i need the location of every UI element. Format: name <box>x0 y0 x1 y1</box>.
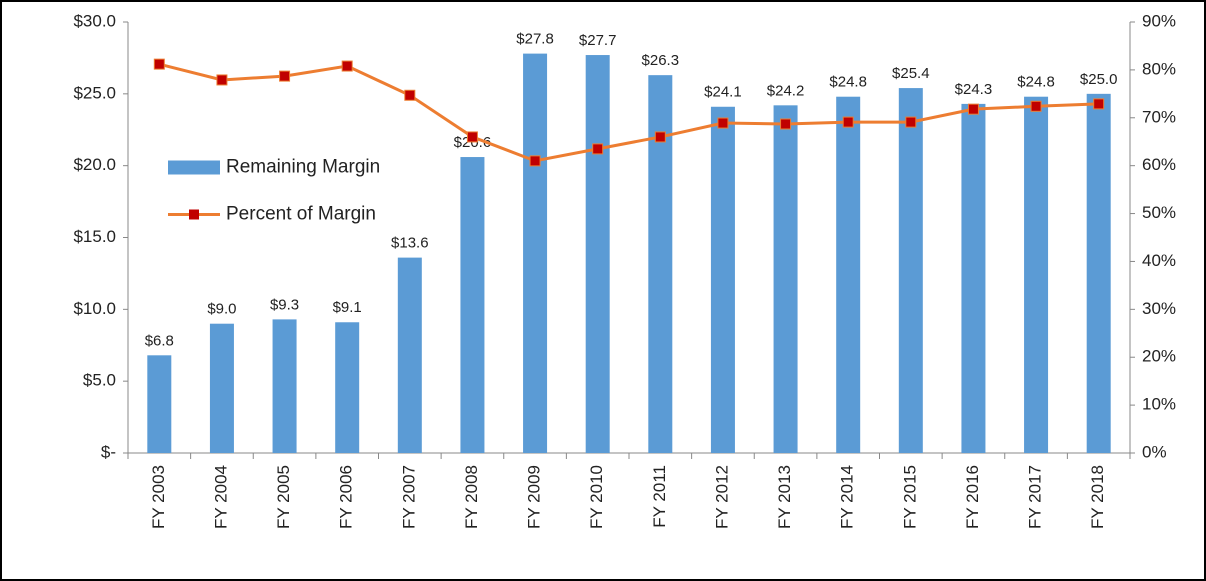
value-label: $9.1 <box>333 299 362 316</box>
x-tick-label: FY 2018 <box>1088 465 1107 529</box>
bar <box>460 157 485 453</box>
x-tick-label: FY 2005 <box>274 465 293 529</box>
value-label: $24.3 <box>955 81 993 98</box>
value-label: $9.3 <box>270 296 299 313</box>
y2-tick-label: 0% <box>1142 442 1167 461</box>
y-tick-label: $10.0 <box>73 299 116 318</box>
marker <box>466 131 478 143</box>
bar <box>773 105 798 454</box>
value-label: $27.8 <box>516 31 554 48</box>
legend-label: Remaining Margin <box>226 157 380 178</box>
bar <box>397 257 422 453</box>
x-tick-label: FY 2012 <box>712 465 731 529</box>
y-tick-label: $25.0 <box>73 83 116 102</box>
y2-tick-label: 60% <box>1142 155 1176 174</box>
marker <box>279 70 291 82</box>
bar <box>585 55 610 453</box>
marker <box>1093 98 1105 110</box>
y-tick-label: $20.0 <box>73 155 116 174</box>
x-tick-label: FY 2017 <box>1026 465 1045 529</box>
bar <box>523 53 548 454</box>
x-tick-label: FY 2016 <box>963 465 982 529</box>
marker <box>780 118 792 130</box>
line <box>158 62 1099 163</box>
value-label: $25.0 <box>1080 71 1118 88</box>
y2-tick-label: 30% <box>1142 299 1176 318</box>
x-tick-label: FY 2015 <box>900 465 919 529</box>
x-tick-label: FY 2003 <box>149 465 168 529</box>
value-label: $13.6 <box>391 235 429 252</box>
value-label: $6.8 <box>145 332 174 349</box>
y2-tick-label: 90% <box>1142 11 1176 30</box>
y-tick-label: $5.0 <box>83 371 116 390</box>
marker <box>654 131 666 143</box>
marker <box>592 143 604 155</box>
x-tick-label: FY 2007 <box>399 465 418 529</box>
bar <box>272 319 297 453</box>
x-tick-label: FY 2013 <box>775 465 794 529</box>
y-tick-label: $30.0 <box>73 11 116 30</box>
bar <box>710 106 735 453</box>
marker <box>216 74 228 86</box>
legend-marker <box>189 209 199 220</box>
bar <box>836 96 861 453</box>
marker <box>341 60 353 72</box>
y2-tick-label: 40% <box>1142 251 1176 270</box>
marker <box>717 117 729 129</box>
y-tick-label: $15.0 <box>73 227 116 246</box>
x-tick-label: FY 2014 <box>838 465 857 529</box>
legend-label: Percent of Margin <box>226 204 376 225</box>
marker <box>529 155 541 167</box>
bar <box>209 323 234 453</box>
value-label: $24.8 <box>1017 74 1055 91</box>
legend-swatch <box>168 160 220 175</box>
bar <box>898 88 923 453</box>
x-tick-label: FY 2004 <box>211 465 230 529</box>
marker <box>842 116 854 128</box>
value-label: $25.4 <box>892 65 930 82</box>
x-tick-label: FY 2011 <box>650 465 669 528</box>
bar <box>335 322 360 453</box>
y2-tick-label: 20% <box>1142 347 1176 366</box>
value-label: $26.3 <box>642 52 680 69</box>
marker <box>404 89 416 101</box>
x-tick-label: FY 2010 <box>587 465 606 529</box>
bar <box>147 355 172 453</box>
y2-tick-label: 10% <box>1142 395 1176 414</box>
x-tick-label: FY 2006 <box>337 465 356 529</box>
bar <box>1024 96 1049 453</box>
y2-tick-label: 50% <box>1142 203 1176 222</box>
x-tick-label: FY 2009 <box>525 465 544 529</box>
x-tick-label: FY 2008 <box>462 465 481 529</box>
value-label: $9.0 <box>207 301 236 318</box>
bar <box>961 103 986 453</box>
value-label: $24.2 <box>767 82 805 99</box>
y-tick-label: $- <box>101 442 116 461</box>
value-label: $24.8 <box>829 74 867 91</box>
bar <box>1086 93 1111 453</box>
y2-tick-label: 70% <box>1142 107 1176 126</box>
marker <box>905 116 917 128</box>
marker <box>1030 100 1042 112</box>
marker <box>967 103 979 115</box>
y2-tick-label: 80% <box>1142 59 1176 78</box>
value-label: $24.1 <box>704 84 742 101</box>
value-label: $27.7 <box>579 32 617 49</box>
value-label: $20.6 <box>454 134 492 151</box>
marker <box>153 58 165 70</box>
